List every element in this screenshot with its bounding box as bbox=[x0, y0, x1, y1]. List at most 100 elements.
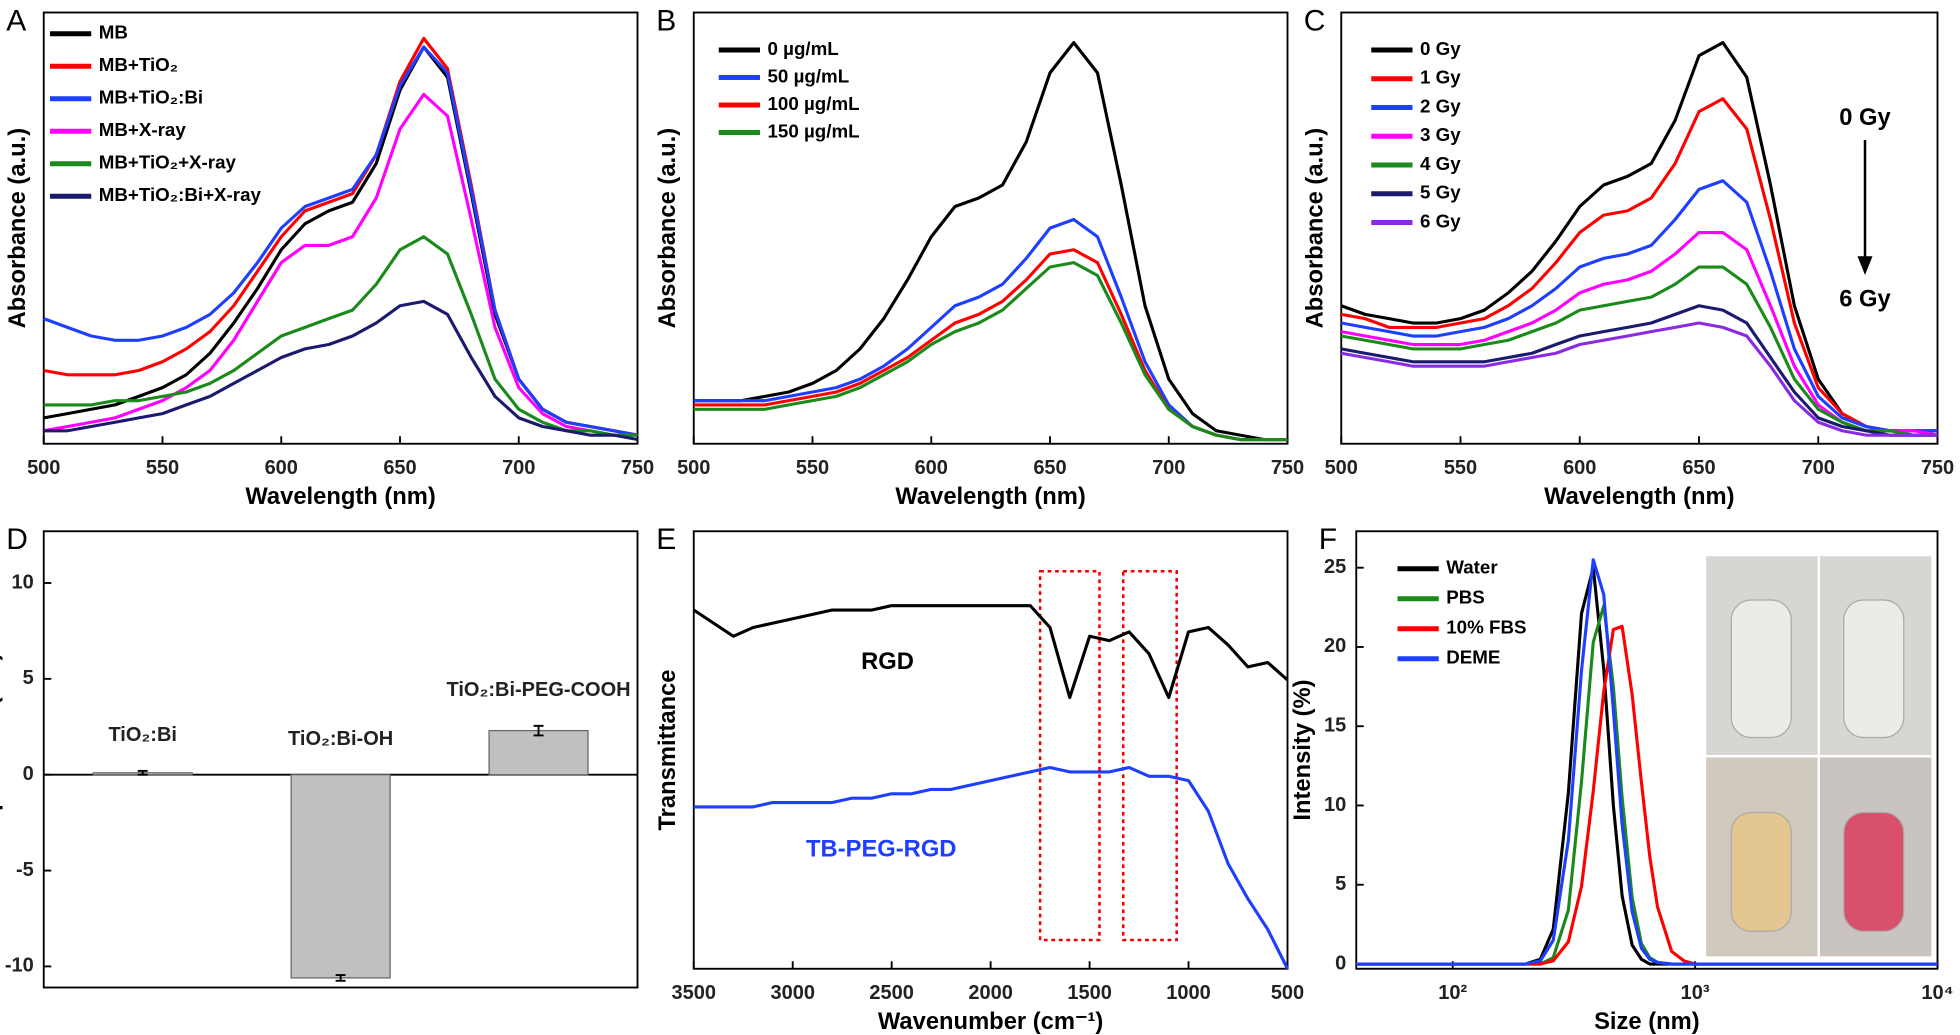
series-line bbox=[1340, 321, 1938, 437]
y-axis-title: Absorbance (a.u.) bbox=[4, 128, 31, 329]
x-tick-label: 10² bbox=[1438, 982, 1467, 1004]
x-axis-title: Size (nm) bbox=[1594, 1008, 1700, 1035]
tube bbox=[1730, 811, 1792, 932]
y-tick-label: 25 bbox=[1324, 556, 1346, 578]
y-axis-title: Intensity (%) bbox=[1289, 679, 1316, 820]
legend-label: 10% FBS bbox=[1446, 617, 1526, 638]
series-label: RGD bbox=[861, 648, 914, 675]
legend-label: 2 Gy bbox=[1420, 95, 1461, 116]
series-line bbox=[43, 235, 638, 437]
x-tick-label: 700 bbox=[1802, 457, 1835, 479]
y-tick-label: 5 bbox=[23, 667, 34, 689]
x-tick-label: 700 bbox=[502, 457, 535, 479]
legend-label: MB+TiO₂ bbox=[99, 54, 178, 75]
panel-label: C bbox=[1304, 4, 1326, 37]
bar bbox=[290, 774, 391, 979]
inset-photo bbox=[1706, 556, 1932, 957]
x-tick-label: 500 bbox=[27, 457, 60, 479]
x-tick-label: 3000 bbox=[770, 982, 815, 1004]
y-tick-label: -5 bbox=[16, 859, 34, 881]
legend-label: 0 Gy bbox=[1420, 38, 1461, 59]
x-tick-label: 550 bbox=[796, 457, 829, 479]
x-tick-label: 650 bbox=[383, 457, 416, 479]
panel-label: F bbox=[1319, 523, 1337, 556]
legend-label: MB+TiO₂:Bi+X-ray bbox=[99, 184, 262, 205]
y-tick-label: 15 bbox=[1324, 715, 1346, 737]
x-tick-label: 10³ bbox=[1681, 982, 1710, 1004]
y-tick-label: -10 bbox=[5, 955, 34, 977]
tube bbox=[1843, 599, 1905, 739]
x-tick-label: 650 bbox=[1033, 457, 1066, 479]
x-tick-label: 3500 bbox=[672, 982, 717, 1004]
legend-label: MB+TiO₂:Bi bbox=[99, 87, 203, 108]
series-line bbox=[693, 41, 1288, 442]
series-line bbox=[693, 765, 1289, 970]
x-tick-label: 750 bbox=[1921, 457, 1954, 479]
legend-label: 6 Gy bbox=[1420, 210, 1461, 231]
legend-label: MB+X-ray bbox=[99, 119, 187, 140]
x-tick-label: 10⁴ bbox=[1921, 982, 1953, 1004]
legend-label: 0 µg/mL bbox=[768, 38, 839, 59]
arrow-head bbox=[1857, 256, 1873, 275]
x-tick-label: 500 bbox=[677, 457, 710, 479]
legend-label: Water bbox=[1446, 557, 1498, 578]
legend-label: MB bbox=[99, 22, 128, 43]
x-tick-label: 550 bbox=[146, 457, 179, 479]
dose-arrow bbox=[1857, 140, 1873, 275]
series-line bbox=[1340, 179, 1938, 433]
x-tick-label: 750 bbox=[1271, 457, 1304, 479]
series-line bbox=[43, 92, 638, 437]
series-line bbox=[693, 261, 1288, 442]
plot-frame bbox=[1340, 11, 1939, 445]
legend-label: 3 Gy bbox=[1420, 124, 1461, 145]
series-line bbox=[692, 604, 1289, 700]
panel-label: B bbox=[656, 4, 676, 37]
tube bbox=[1843, 811, 1905, 932]
x-tick-label: 500 bbox=[1271, 982, 1304, 1004]
x-tick-label: 1500 bbox=[1067, 982, 1112, 1004]
plot-frame bbox=[1355, 530, 1939, 970]
legend-label: 5 Gy bbox=[1420, 182, 1461, 203]
plot-frame bbox=[692, 11, 1289, 445]
y-tick-label: 0 bbox=[1335, 952, 1346, 974]
x-axis-title: Wavelength (nm) bbox=[895, 483, 1085, 510]
y-axis-title: Absorbance (a.u.) bbox=[654, 128, 681, 329]
series-line bbox=[1340, 97, 1938, 433]
highlight-region bbox=[1121, 570, 1178, 942]
x-tick-label: 750 bbox=[621, 457, 654, 479]
y-axis-title: Absorbance (a.u.) bbox=[1302, 128, 1329, 329]
x-axis-title: Wavelength (nm) bbox=[245, 483, 435, 510]
y-tick-label: 10 bbox=[12, 571, 34, 593]
y-tick-label: 5 bbox=[1335, 873, 1346, 895]
x-tick-label: 600 bbox=[1563, 457, 1596, 479]
x-tick-label: 500 bbox=[1325, 457, 1358, 479]
highlight-region bbox=[1038, 570, 1101, 942]
legend-label: 50 µg/mL bbox=[768, 65, 850, 86]
x-tick-label: 650 bbox=[1682, 457, 1715, 479]
legend-label: 100 µg/mL bbox=[768, 93, 860, 114]
category-label: TiO₂:Bi bbox=[108, 724, 177, 746]
bar bbox=[488, 729, 589, 776]
legend-label: 150 µg/mL bbox=[768, 120, 860, 141]
series-line bbox=[693, 248, 1288, 442]
x-tick-label: 700 bbox=[1152, 457, 1185, 479]
x-tick-label: 600 bbox=[265, 457, 298, 479]
x-axis-title: Wavelength (nm) bbox=[1544, 483, 1734, 510]
legend-label: 1 Gy bbox=[1420, 67, 1461, 88]
series-line bbox=[1340, 304, 1938, 437]
legend-label: 4 Gy bbox=[1420, 153, 1461, 174]
plot-frame bbox=[42, 11, 639, 445]
series-line bbox=[43, 45, 638, 437]
series-line bbox=[1340, 265, 1938, 437]
x-tick-label: 2500 bbox=[869, 982, 914, 1004]
legend-label: DEME bbox=[1446, 647, 1500, 668]
y-axis-title: Transmittance bbox=[654, 669, 681, 830]
y-tick-label: 20 bbox=[1324, 635, 1346, 657]
plot-frame bbox=[692, 530, 1289, 970]
y-tick-label: 10 bbox=[1324, 794, 1346, 816]
annotation: 6 Gy bbox=[1839, 285, 1891, 312]
legend-label: MB+TiO₂+X-ray bbox=[99, 152, 237, 173]
x-tick-label: 2000 bbox=[968, 982, 1013, 1004]
